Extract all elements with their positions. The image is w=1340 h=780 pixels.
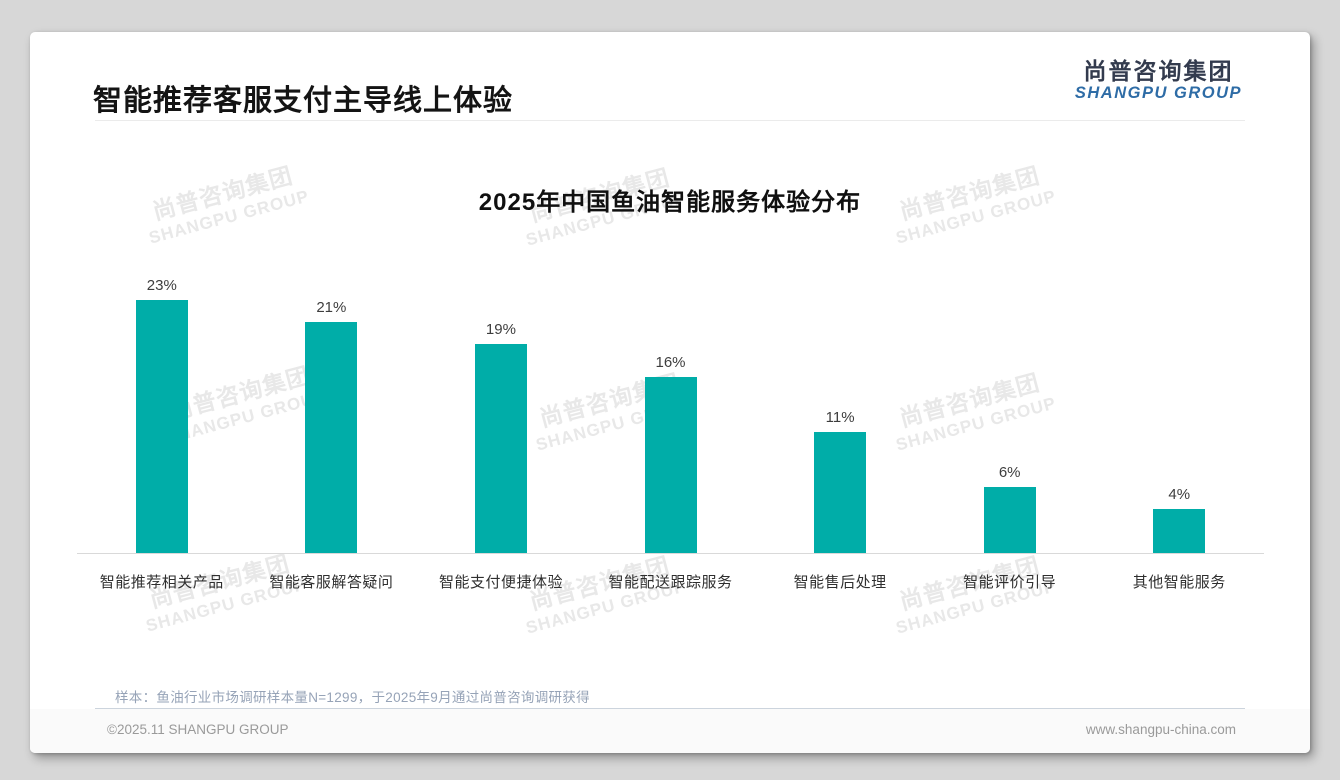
header-divider xyxy=(95,120,1245,121)
website-url: www.shangpu-china.com xyxy=(1085,722,1236,737)
bar xyxy=(474,344,527,553)
bar-value-label: 19% xyxy=(485,321,516,338)
category-label: 其他智能服务 xyxy=(1132,574,1226,591)
category-label: 智能支付便捷体验 xyxy=(438,574,563,591)
bar xyxy=(1153,509,1206,553)
bar-column: 6% xyxy=(925,464,1095,553)
company-logo: 尚普咨询集团 SHANGPU GROUP xyxy=(1075,58,1242,103)
bar-value-label: 23% xyxy=(146,277,177,294)
category-labels: 智能推荐相关产品 智能客服解答疑问 智能支付便捷体验 智能配送跟踪服务 智能售后处理 智能… xyxy=(77,554,1264,592)
bar xyxy=(644,377,697,553)
page-title: 智能推荐客服支付主导线上体验 xyxy=(93,85,514,117)
bar-column: 11% xyxy=(755,409,925,553)
bar xyxy=(814,432,867,553)
bar-value-label: 11% xyxy=(825,409,855,426)
bar-chart: 23% 21% 19% 16% 11% 6% 4% xyxy=(77,272,1264,554)
bar-column: 21% xyxy=(247,299,417,553)
slide-card: 尚普咨询集团 SHANGPU GROUP 尚普咨询集团 SHANGPU GROUP 尚普… xyxy=(30,32,1310,753)
category-label: 智能推荐相关产品 xyxy=(99,574,224,591)
category-label: 智能评价引导 xyxy=(963,574,1057,591)
bar-column: 4% xyxy=(1094,486,1264,553)
bar-column: 19% xyxy=(416,321,586,553)
bar-value-label: 16% xyxy=(655,354,686,371)
bar xyxy=(983,487,1036,553)
bar xyxy=(305,322,358,553)
logo-english-text: SHANGPU GROUP xyxy=(1074,84,1242,103)
category-label: 智能配送跟踪服务 xyxy=(608,574,733,591)
chart-area: 23% 21% 19% 16% 11% 6% 4% 智能推荐相关产品 智能客服解答疑问 智能支付… xyxy=(77,272,1264,592)
category-label: 智能售后处理 xyxy=(793,574,887,591)
category-label: 智能客服解答疑问 xyxy=(269,574,394,591)
footer-strip: ©2025.11 SHANGPU GROUP www.shangpu-china… xyxy=(30,709,1310,753)
note-divider xyxy=(95,708,1245,709)
bar-value-label: 6% xyxy=(998,464,1021,481)
copyright-text: ©2025.11 SHANGPU GROUP xyxy=(107,722,289,737)
bar-value-label: 21% xyxy=(316,299,347,316)
bar-column: 23% xyxy=(77,277,247,553)
logo-chinese-text: 尚普咨询集团 xyxy=(1083,58,1234,84)
sample-note: 样本：鱼油行业市场调研样本量N=1299，于2025年9月通过尚普咨询调研获得 xyxy=(115,690,590,705)
bar xyxy=(135,300,188,553)
bar-column: 16% xyxy=(586,354,756,553)
chart-title: 2025年中国鱼油智能服务体验分布 xyxy=(478,189,862,216)
bar-value-label: 4% xyxy=(1168,486,1191,503)
